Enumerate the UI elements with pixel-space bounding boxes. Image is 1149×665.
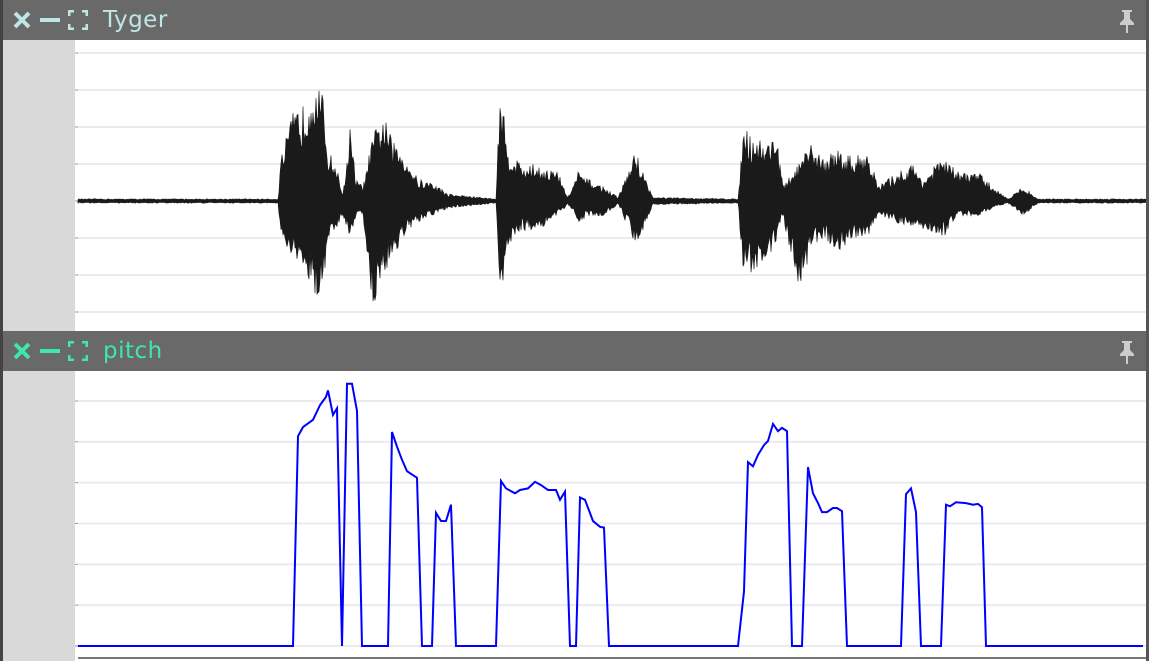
pitch-chart: 300250200150100500 bbox=[3, 371, 1146, 661]
minimize-icon[interactable] bbox=[39, 340, 61, 362]
y-axis-gutter bbox=[3, 40, 75, 331]
pin-icon[interactable] bbox=[1116, 8, 1138, 38]
pitch-plot[interactable]: 300250200150100500 bbox=[3, 371, 1146, 661]
close-icon[interactable] bbox=[11, 9, 33, 31]
pitch-titlebar[interactable]: pitch bbox=[3, 331, 1146, 371]
pin-icon[interactable] bbox=[1116, 339, 1138, 369]
window-title: Tyger bbox=[103, 7, 168, 33]
close-icon[interactable] bbox=[11, 340, 33, 362]
y-axis-gutter bbox=[3, 371, 75, 661]
window-title: pitch bbox=[103, 338, 163, 364]
waveform-window: Tyger 0.20.150.10.050-0.05-0.1-0.15 bbox=[0, 0, 1149, 331]
minimize-icon[interactable] bbox=[39, 9, 61, 31]
waveform-plot[interactable]: 0.20.150.10.050-0.05-0.1-0.15 bbox=[3, 40, 1146, 331]
waveform-chart: 0.20.150.10.050-0.05-0.1-0.15 bbox=[3, 40, 1146, 331]
maximize-icon[interactable] bbox=[67, 9, 89, 31]
pitch-line bbox=[78, 384, 1143, 646]
maximize-icon[interactable] bbox=[67, 340, 89, 362]
waveform-area bbox=[78, 91, 1146, 302]
pitch-window: pitch 300250200150100500 bbox=[0, 331, 1149, 661]
waveform-titlebar[interactable]: Tyger bbox=[3, 0, 1146, 40]
